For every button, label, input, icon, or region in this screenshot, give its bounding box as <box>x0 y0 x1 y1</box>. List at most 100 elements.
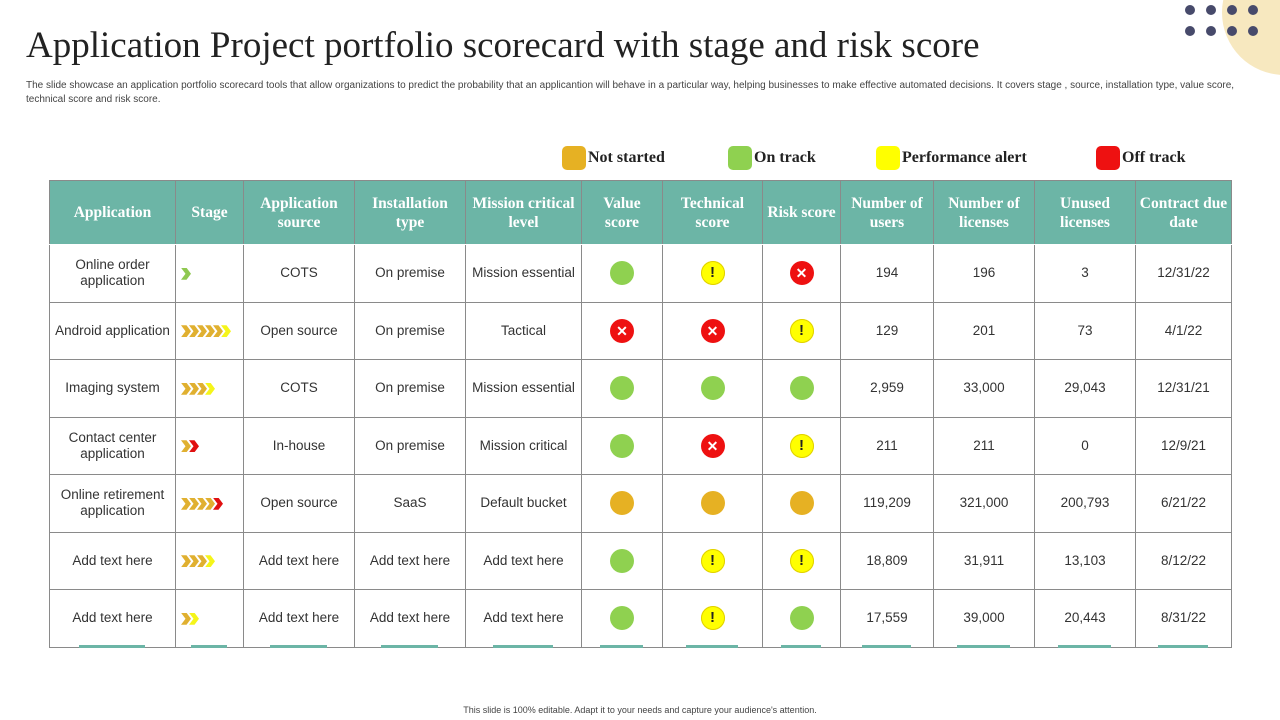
column-underline <box>492 645 554 648</box>
cell-stage <box>175 589 244 648</box>
legend-label: On track <box>754 149 816 166</box>
page-title: Application Project portfolio scorecard … <box>26 25 980 66</box>
cell-due: 8/31/22 <box>1135 589 1232 648</box>
cell-stage <box>175 244 244 303</box>
cell-stage <box>175 416 244 475</box>
column-underline <box>269 645 328 648</box>
cell-technical-score: ! <box>662 589 763 648</box>
table-row: Contact center application In-house On pre… <box>49 416 1232 475</box>
cell-licenses: 31,911 <box>933 531 1035 590</box>
cell-mission: Tactical <box>465 301 582 360</box>
cell-due: 12/31/21 <box>1135 359 1232 418</box>
stage-chevron-icon <box>189 325 199 338</box>
legend-item-ns: Not started <box>562 146 665 170</box>
on-track-icon <box>789 376 814 401</box>
cell-licenses: 211 <box>933 416 1035 475</box>
cell-users: 17,559 <box>840 589 934 648</box>
column-header: Number of users <box>840 180 934 245</box>
legend-label: Performance alert <box>902 149 1027 166</box>
stage-chevron-icon <box>189 497 199 510</box>
stage-chevron-icon <box>205 325 215 338</box>
stage-chevron-icon <box>181 382 191 395</box>
cell-due: 12/9/21 <box>1135 416 1232 475</box>
cell-value-score <box>581 531 663 590</box>
cell-technical-score: ! <box>662 531 763 590</box>
cell-application: Contact center application <box>49 416 176 475</box>
cell-application: Online retirement application <box>49 474 176 533</box>
cell-licenses: 201 <box>933 301 1035 360</box>
cell-installation: On premise <box>354 359 466 418</box>
cell-users: 2,959 <box>840 359 934 418</box>
cell-source: COTS <box>243 244 355 303</box>
cell-installation: On premise <box>354 416 466 475</box>
off-track-icon: ✕ <box>700 433 725 458</box>
cell-due: 6/21/22 <box>1135 474 1232 533</box>
legend-label: Off track <box>1122 149 1186 166</box>
cell-technical-score: ! <box>662 244 763 303</box>
on-track-icon <box>610 606 634 631</box>
off-track-icon: ✕ <box>789 261 814 286</box>
cell-value-score <box>581 589 663 648</box>
not-started-icon <box>789 491 814 516</box>
stage-chevron-icon <box>205 497 215 510</box>
legend-item-off: Off track <box>1096 146 1186 170</box>
off-track-icon: ✕ <box>610 318 634 343</box>
column-underline <box>600 645 643 648</box>
column-underline <box>79 645 145 648</box>
cell-source: In-house <box>243 416 355 475</box>
cell-source: Open source <box>243 301 355 360</box>
legend-swatch <box>728 146 752 170</box>
stage-chevron-icon <box>181 440 191 453</box>
stage-chevron-icon <box>181 325 191 338</box>
scorecard-table: Application Stage Application source Instal… <box>49 180 1232 648</box>
stage-chevron-icon <box>205 555 215 568</box>
cell-installation: On premise <box>354 244 466 303</box>
cell-users: 211 <box>840 416 934 475</box>
column-header: Stage <box>175 180 244 245</box>
cell-mission: Mission critical <box>465 416 582 475</box>
cell-mission: Default bucket <box>465 474 582 533</box>
stage-chevron-icon <box>181 267 191 280</box>
legend-item-on: On track <box>728 146 816 170</box>
table-row: Android application Open source On premise… <box>49 301 1232 360</box>
table-row: Add text here Add text here Add text here A… <box>49 531 1232 590</box>
cell-technical-score <box>662 474 763 533</box>
cell-mission: Mission essential <box>465 244 582 303</box>
cell-source: Add text here <box>243 589 355 648</box>
column-header: Application source <box>243 180 355 245</box>
column-header: Installation type <box>354 180 466 245</box>
footer-note: This slide is 100% editable. Adapt it to… <box>463 705 817 715</box>
cell-installation: Add text here <box>354 589 466 648</box>
stage-chevron-icon <box>221 325 231 338</box>
column-header: Number of licenses <box>933 180 1035 245</box>
cell-value-score <box>581 244 663 303</box>
legend-label: Not started <box>588 149 665 166</box>
performance-alert-icon: ! <box>700 261 725 286</box>
column-underline <box>1058 645 1111 648</box>
stage-chevron-icon <box>205 382 215 395</box>
column-underline <box>957 645 1010 648</box>
on-track-icon <box>610 261 634 286</box>
cell-technical-score: ✕ <box>662 416 763 475</box>
cell-risk-score: ! <box>762 301 841 360</box>
cell-technical-score <box>662 359 763 418</box>
cell-users: 129 <box>840 301 934 360</box>
cell-licenses: 39,000 <box>933 589 1035 648</box>
stage-chevron-icon <box>189 555 199 568</box>
cell-users: 18,809 <box>840 531 934 590</box>
legend: Not started On track Performance alert Off … <box>0 146 1280 172</box>
stage-chevron-icon <box>197 497 207 510</box>
on-track-icon <box>700 376 725 401</box>
cell-unused: 13,103 <box>1034 531 1136 590</box>
cell-installation: On premise <box>354 301 466 360</box>
cell-application: Android application <box>49 301 176 360</box>
cell-unused: 200,793 <box>1034 474 1136 533</box>
cell-application: Add text here <box>49 589 176 648</box>
cell-technical-score: ✕ <box>662 301 763 360</box>
cell-unused: 20,443 <box>1034 589 1136 648</box>
on-track-icon <box>610 548 634 573</box>
cell-installation: Add text here <box>354 531 466 590</box>
off-track-icon: ✕ <box>700 318 725 343</box>
column-underline <box>780 645 822 648</box>
table-row: Imaging system COTS On premise Mission esse… <box>49 359 1232 418</box>
